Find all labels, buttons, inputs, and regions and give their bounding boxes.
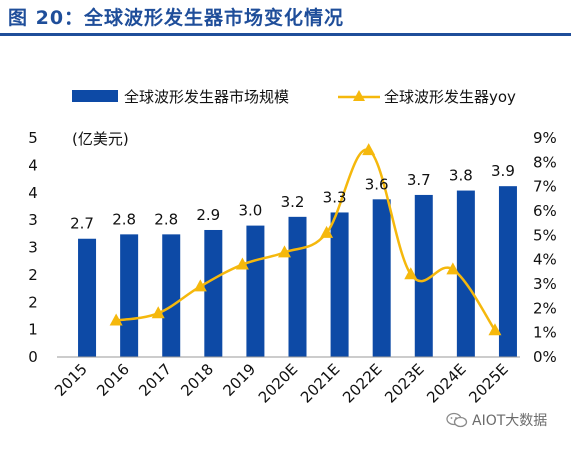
left-tick-label: 3 — [28, 239, 38, 257]
yoy-marker-2025E — [488, 323, 502, 336]
legend-bar-label: 全球波形发生器市场规模 — [124, 87, 290, 106]
bar-2018 — [204, 229, 223, 357]
left-axis-unit-label: (亿美元) — [72, 130, 129, 148]
bar-2019 — [246, 225, 265, 357]
yoy-marker-2022E — [362, 143, 376, 156]
watermark-text: AIOT大数据 — [472, 413, 548, 429]
bar-2021E — [330, 212, 349, 357]
right-tick-label: 3% — [533, 275, 557, 293]
bar-data-label-2018: 2.9 — [196, 206, 220, 224]
x-tick-label: 2022E — [339, 360, 385, 406]
wechat-icon — [446, 412, 468, 428]
left-tick-label: 2 — [28, 293, 38, 311]
left-tick-label: 5 — [28, 129, 38, 147]
bar-2024E — [456, 190, 475, 357]
yoy-marker-2016 — [109, 313, 123, 326]
bar-data-label-2017: 2.8 — [154, 210, 178, 228]
watermark: AIOT大数据 — [446, 410, 547, 430]
yoy-marker-2019 — [235, 257, 249, 270]
right-tick-label: 1% — [533, 324, 557, 342]
legend-line-swatch — [338, 90, 380, 101]
bar-data-label-2023E: 3.7 — [407, 171, 431, 189]
yoy-marker-2020E — [278, 245, 291, 258]
yoy-marker-2017 — [151, 306, 165, 319]
bar-data-label-2016: 2.8 — [112, 210, 136, 228]
bar-2020E — [288, 216, 307, 357]
right-tick-label: 8% — [533, 153, 557, 171]
bar-data-label-2020E: 3.2 — [281, 193, 305, 211]
title-divider — [0, 33, 571, 36]
bar-2017 — [162, 234, 181, 357]
right-tick-label: 7% — [533, 178, 557, 196]
left-tick-label: 3 — [28, 211, 38, 229]
right-tick-label: 6% — [533, 202, 557, 220]
x-tick-label: 2017 — [135, 360, 175, 400]
x-tick-label: 2023E — [381, 360, 427, 406]
right-tick-label: 9% — [533, 129, 557, 147]
x-tick-label: 2024E — [423, 360, 469, 406]
legend-line-label: 全球波形发生器yoy — [384, 87, 516, 106]
right-tick-label: 5% — [533, 226, 557, 244]
bar-2023E — [414, 194, 433, 357]
x-tick-label: 2016 — [93, 360, 133, 400]
left-tick-label: 2 — [28, 266, 38, 284]
bar-data-label-2015: 2.7 — [70, 215, 94, 233]
bar-data-label-2021E: 3.3 — [323, 188, 347, 206]
x-tick-label: 2025E — [465, 360, 511, 406]
bar-data-label-2022E: 3.6 — [365, 175, 389, 193]
legend-line-series: 全球波形发生器yoy — [338, 86, 516, 106]
left-tick-label: 0 — [28, 348, 38, 366]
yoy-marker-2021E — [320, 225, 334, 238]
legend-bar-swatch — [72, 90, 118, 102]
yoy-marker-2023E — [404, 267, 418, 280]
left-tick-label: 4 — [28, 156, 38, 174]
x-tick-label: 2018 — [177, 360, 217, 400]
legend-bar-series: 全球波形发生器市场规模 — [72, 86, 289, 106]
x-tick-label: 2020E — [255, 360, 301, 406]
x-tick-label: 2019 — [220, 360, 260, 400]
figure-title: 图 20：全球波形发生器市场变化情况 — [8, 7, 345, 29]
bar-2015 — [78, 238, 97, 357]
x-tick-label: 2015 — [51, 360, 91, 400]
x-tick-label: 2021E — [297, 360, 343, 406]
right-tick-label: 4% — [533, 251, 557, 269]
bar-data-label-2024E: 3.8 — [449, 167, 473, 185]
bar-data-label-2025E: 3.9 — [491, 162, 515, 180]
yoy-marker-2024E — [446, 262, 460, 275]
left-tick-label: 1 — [28, 321, 38, 339]
bar-2022E — [372, 199, 391, 357]
left-tick-label: 4 — [28, 184, 38, 202]
right-tick-label: 0% — [533, 348, 557, 366]
bar-2016 — [120, 234, 139, 357]
bar-2025E — [498, 186, 517, 357]
right-tick-label: 2% — [533, 299, 557, 317]
bar-data-label-2019: 3.0 — [238, 202, 262, 220]
yoy-marker-2018 — [193, 279, 207, 292]
